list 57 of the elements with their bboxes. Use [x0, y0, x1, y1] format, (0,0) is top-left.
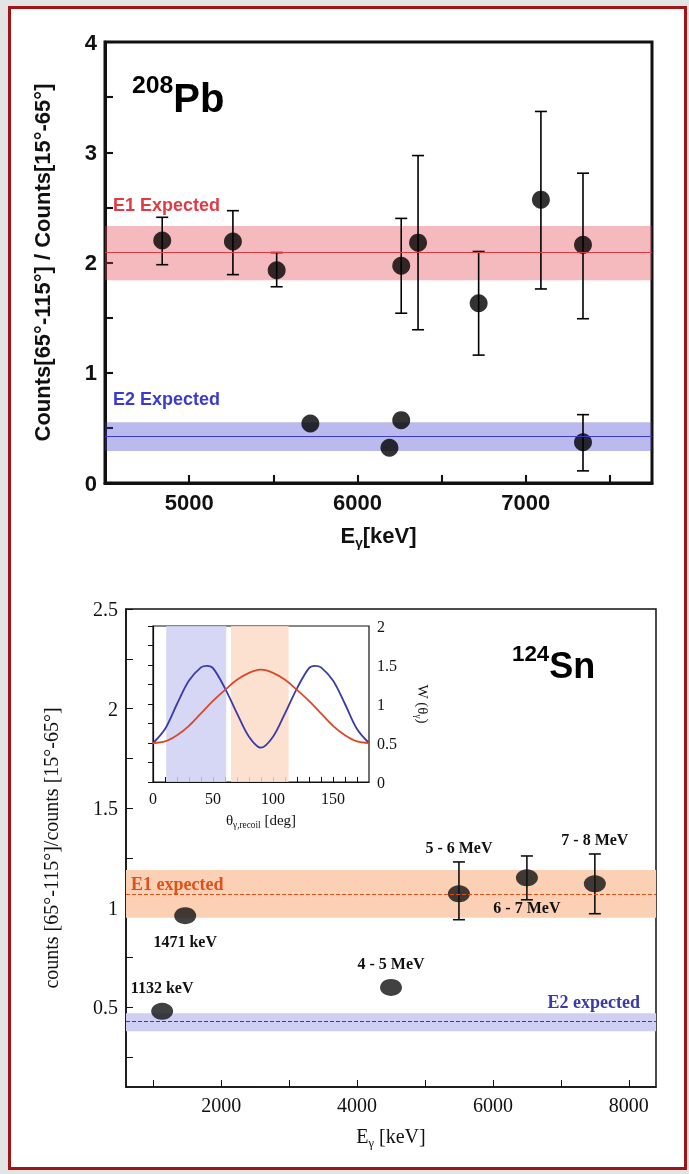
y-tick-label: 2.5 [93, 598, 118, 620]
annotation: 6 - 7 MeV [493, 899, 561, 917]
point [574, 235, 592, 254]
y-tick-label: 1 [108, 896, 118, 919]
y-tick-label: 1.5 [93, 797, 118, 820]
y-axis-title: Counts[65°-115°] / Counts[15°-65°] [30, 83, 56, 442]
x-tick-label: 4000 [337, 1094, 378, 1116]
band-label: E2 expected [547, 992, 641, 1013]
point [153, 231, 172, 250]
x-tick-label: 6000 [332, 489, 382, 515]
x-tick-label: 150 [321, 789, 345, 807]
x-tick-label: 2000 [201, 1094, 242, 1116]
point [392, 411, 411, 430]
y-tick-label: 1 [377, 695, 385, 713]
band-label: E1 expected [131, 873, 224, 894]
y-tick-label: 3 [84, 139, 97, 165]
point [223, 232, 242, 251]
y-tick-label: 0 [377, 773, 385, 791]
x-tick-label: 0 [149, 789, 157, 807]
y-tick-label: 0.5 [377, 734, 397, 752]
y-axis-title: counts [65°-115°]/counts [15°-65°] [40, 707, 62, 989]
annotation: 4 - 5 MeV [357, 954, 425, 972]
band-label: E1 Expected [113, 195, 221, 216]
point [380, 978, 402, 996]
x-tick-label: 50 [205, 789, 221, 807]
point [267, 261, 286, 280]
band-label: E2 Expected [113, 389, 221, 410]
y-axis-title: W (θγ) [412, 684, 431, 724]
y-tick-label: 0 [84, 470, 97, 496]
x-tick-label: 6000 [472, 1094, 513, 1116]
x-tick-label: 7000 [501, 489, 551, 515]
point [583, 875, 606, 893]
annotation: 1132 keV [130, 978, 194, 996]
point [380, 438, 399, 457]
x-tick-label: 5000 [164, 489, 214, 515]
y-tick-label: 2 [108, 697, 118, 720]
x-tick-label: 8000 [608, 1094, 649, 1116]
annotation: 1471 keV [153, 933, 218, 951]
point [531, 190, 550, 209]
point [392, 256, 411, 275]
y-tick-label: 1.5 [377, 656, 397, 674]
point [301, 414, 320, 433]
y-tick-label: 2 [84, 250, 97, 275]
point [515, 869, 538, 887]
point [574, 433, 592, 452]
point [409, 233, 428, 252]
x-tick-label: 100 [261, 789, 285, 807]
point [447, 885, 470, 903]
annotation: 7 - 8 MeV [561, 831, 629, 849]
point [151, 1002, 174, 1020]
y-tick-label: 2 [377, 617, 385, 635]
annotation: 5 - 6 MeV [425, 839, 493, 857]
y-tick-label: 0.5 [93, 996, 118, 1019]
y-tick-label: 1 [84, 360, 97, 386]
point [174, 907, 197, 925]
point [469, 294, 488, 313]
y-tick-label: 4 [84, 29, 98, 55]
